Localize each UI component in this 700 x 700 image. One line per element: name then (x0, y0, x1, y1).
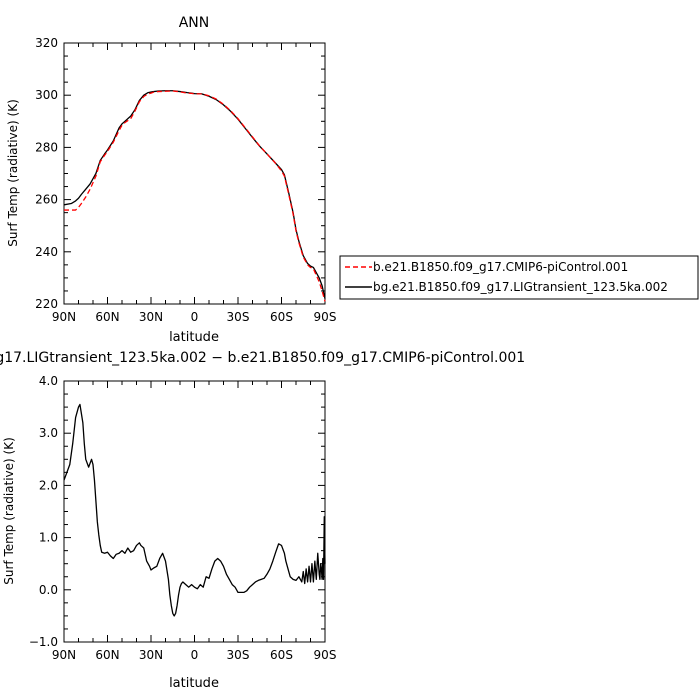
y-tick-label: 300 (35, 88, 58, 102)
series-line-1 (63, 90, 326, 299)
x-tick-label: 30N (139, 310, 163, 324)
top-panel: ANN 90N 60N 30N 0 30S 60S 90S 220 240 260 280 300 32… (6, 15, 336, 345)
legend-entry-lig: bg.e21.B1850.f09_g17.LIGtransient_123.5k… (373, 280, 668, 294)
top-plot-frame (63, 42, 326, 305)
bottom-y-axis-label: Surf Temp (radiative) (K) (2, 437, 16, 585)
y-tick-label: 320 (35, 36, 58, 50)
top-y-axis-label: Surf Temp (radiative) (K) (6, 99, 20, 247)
x-tick-label: 30S (227, 648, 250, 662)
legend-box (339, 255, 699, 300)
y-tick-label: 220 (35, 297, 58, 311)
y-tick-label: 3.0 (39, 426, 58, 440)
bottom-panel: bg.e21.B1850.f09_g17.LIGtransient_123.5k… (0, 350, 525, 691)
y-tick-label: 0.0 (39, 583, 58, 597)
x-tick-label: 90S (314, 648, 337, 662)
x-tick-label: 90S (314, 310, 337, 324)
x-tick-label: 0 (191, 310, 199, 324)
difference-line (63, 403, 326, 617)
x-tick-label: 60N (95, 648, 119, 662)
x-tick-label: 90N (52, 310, 76, 324)
legend-entry-control: b.e21.B1850.f09_g17.CMIP6-piControl.001 (373, 260, 628, 274)
top-chart-title: ANN (179, 15, 210, 31)
y-tick-label: −1.0 (29, 635, 58, 649)
x-tick-label: 60S (270, 648, 293, 662)
x-tick-label: 0 (191, 648, 199, 662)
x-tick-label: 60N (95, 310, 119, 324)
top-x-axis-label: latitude (169, 330, 219, 345)
x-tick-label: 90N (52, 648, 76, 662)
bottom-x-axis-label: latitude (169, 676, 219, 691)
y-tick-label: 1.0 (39, 531, 58, 545)
y-tick-label: 260 (35, 193, 58, 207)
bottom-chart-title: bg.e21.B1850.f09_g17.LIGtransient_123.5k… (0, 350, 525, 366)
y-tick-label: 240 (35, 245, 58, 259)
bottom-plot-frame (63, 380, 326, 643)
x-tick-label: 30S (227, 310, 250, 324)
y-tick-label: 4.0 (39, 374, 58, 388)
x-tick-label: 60S (270, 310, 293, 324)
legend: b.e21.B1850.f09_g17.CMIP6-piControl.001 … (339, 255, 699, 300)
y-tick-label: 280 (35, 140, 58, 154)
series-line-0 (64, 90, 326, 302)
x-tick-label: 30N (139, 648, 163, 662)
y-tick-label: 2.0 (39, 478, 58, 492)
